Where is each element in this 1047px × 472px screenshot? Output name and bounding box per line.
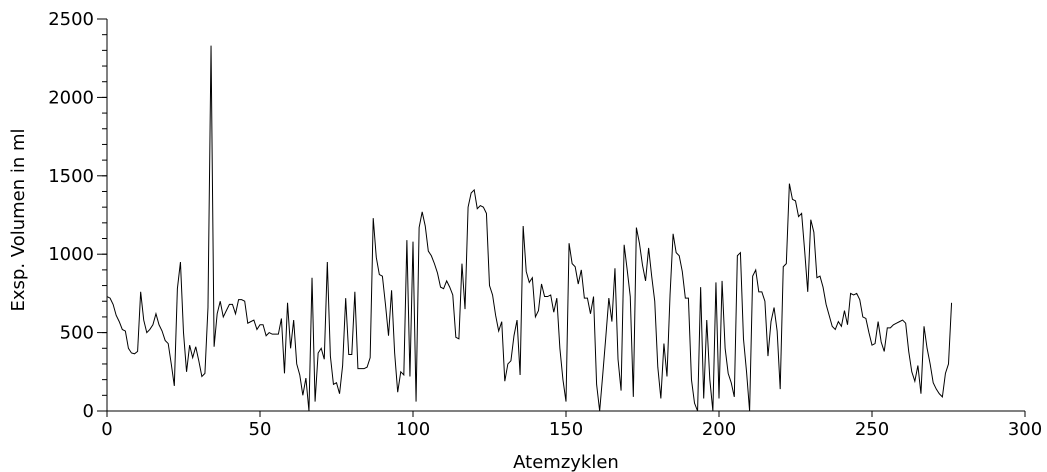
x-axis-label: Atemzyklen: [513, 452, 619, 472]
y-tick-label: 500: [60, 323, 94, 344]
x-tick-label: 200: [702, 419, 736, 440]
x-tick-label: 100: [396, 419, 430, 440]
x-tick-label: 50: [249, 419, 272, 440]
x-tick-label: 250: [855, 419, 889, 440]
x-tick-label: 300: [1008, 419, 1042, 440]
series-line: [106, 45, 953, 412]
y-axis-label: Exsp. Volumen in ml: [8, 128, 29, 311]
y-axis: 0 500 1000 1500 2000 2500: [48, 9, 108, 422]
y-tick-label: 2500: [48, 9, 94, 30]
y-tick-label: 1000: [48, 244, 94, 265]
x-tick-label: 150: [549, 419, 583, 440]
plot-area: [106, 45, 953, 412]
y-tick-label: 0: [83, 401, 94, 422]
y-tick-label: 2000: [48, 87, 94, 108]
y-tick-label: 1500: [48, 166, 94, 187]
x-axis: 0 50 100 150 200 250 300: [101, 410, 1042, 440]
x-tick-label: 0: [101, 419, 112, 440]
